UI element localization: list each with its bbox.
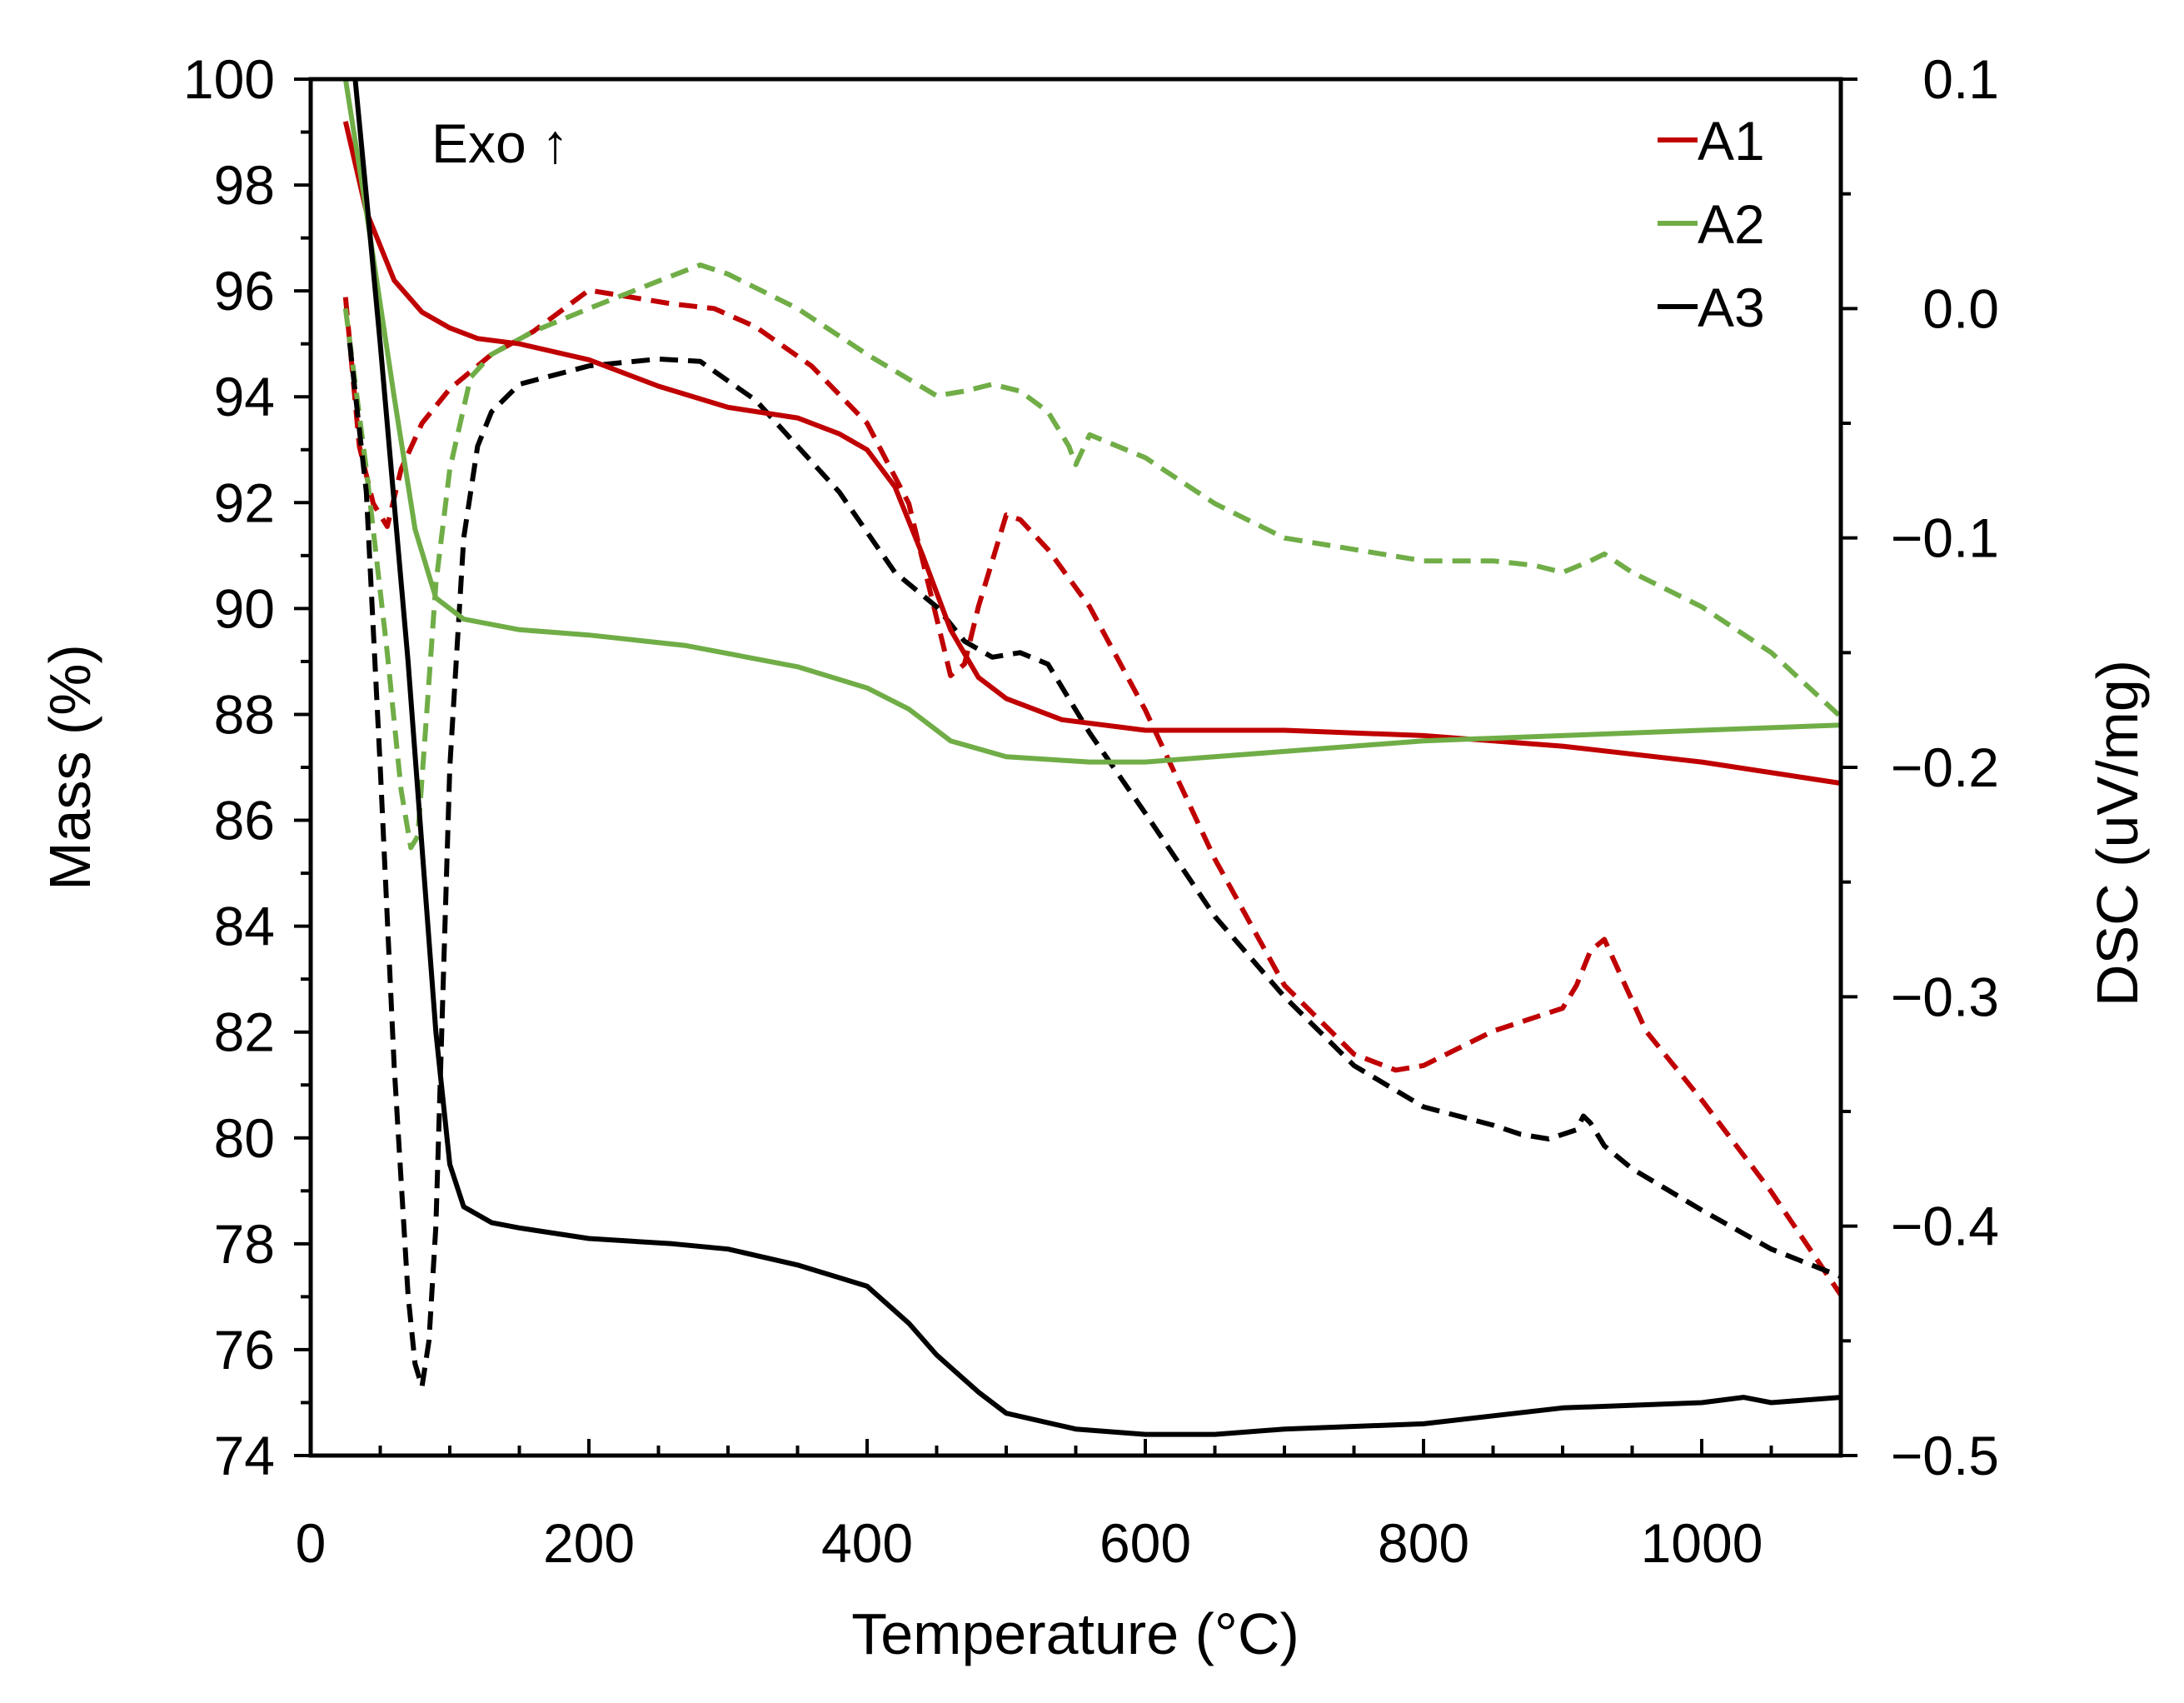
legend: A1 A2 A3 <box>1658 110 1765 338</box>
series-line-a1-mass <box>342 121 1842 787</box>
y-tick-label: 80 <box>214 1107 275 1169</box>
x-tick-label: 1000 <box>1641 1512 1763 1574</box>
legend-label-a3: A3 <box>1698 277 1765 338</box>
ticks-layer <box>294 77 1857 1457</box>
series-line-a2-dsc <box>342 262 1843 851</box>
y-axis-title: Mass (%) <box>37 644 102 891</box>
plot-frame <box>308 77 1843 1458</box>
y2-tick-label: −0.1 <box>1891 507 1999 569</box>
x-tick-label: 200 <box>543 1512 635 1574</box>
y2-tick-label: −0.5 <box>1891 1425 1999 1486</box>
y-tick-label: 74 <box>214 1425 275 1486</box>
y2-axis-title: DSC (uV/mg) <box>2085 660 2150 1006</box>
y2-tick-label: −0.4 <box>1891 1196 1999 1257</box>
y-tick-label: 90 <box>214 577 275 639</box>
y-tick-label: 86 <box>214 790 275 852</box>
x-tick-label: 600 <box>1099 1512 1191 1574</box>
x-axis-title: Temperature (°C) <box>851 1601 1299 1666</box>
series-layer <box>342 78 1843 1437</box>
legend-label-a1: A1 <box>1698 110 1765 172</box>
y-tick-label: 84 <box>214 896 275 957</box>
x-tick-label: 400 <box>821 1512 913 1574</box>
legend-label-a2: A2 <box>1698 193 1765 255</box>
y-tick-label: 92 <box>214 472 275 533</box>
series-line-a3-dsc <box>347 342 1842 1390</box>
x-tick-label: 800 <box>1378 1512 1469 1574</box>
labels-layer: 0 200 400 600 800 1000 74 76 78 80 82 84 86 88 90 92 94 9… <box>183 48 1999 1574</box>
y2-tick-label: −0.2 <box>1891 737 1999 798</box>
y2-tick-label: −0.3 <box>1891 966 1999 1027</box>
y-tick-label: 78 <box>214 1213 275 1275</box>
y-tick-label: 96 <box>214 260 275 322</box>
y-tick-label: 100 <box>183 48 275 110</box>
series-line-a1-dsc <box>342 287 1843 1296</box>
y-tick-label: 98 <box>214 154 275 216</box>
x-tick-label: 0 <box>296 1512 327 1574</box>
series-line-a2-mass <box>342 78 1842 765</box>
exo-annotation: Exo ↑ <box>431 112 569 174</box>
y-tick-label: 82 <box>214 1001 275 1063</box>
y-tick-label: 94 <box>214 366 275 427</box>
y2-tick-label: 0.0 <box>1922 277 1999 339</box>
y-tick-label: 76 <box>214 1319 275 1381</box>
y2-tick-label: 0.1 <box>1922 48 1999 110</box>
series-line-a3-mass <box>352 78 1842 1437</box>
y-tick-label: 88 <box>214 683 275 745</box>
